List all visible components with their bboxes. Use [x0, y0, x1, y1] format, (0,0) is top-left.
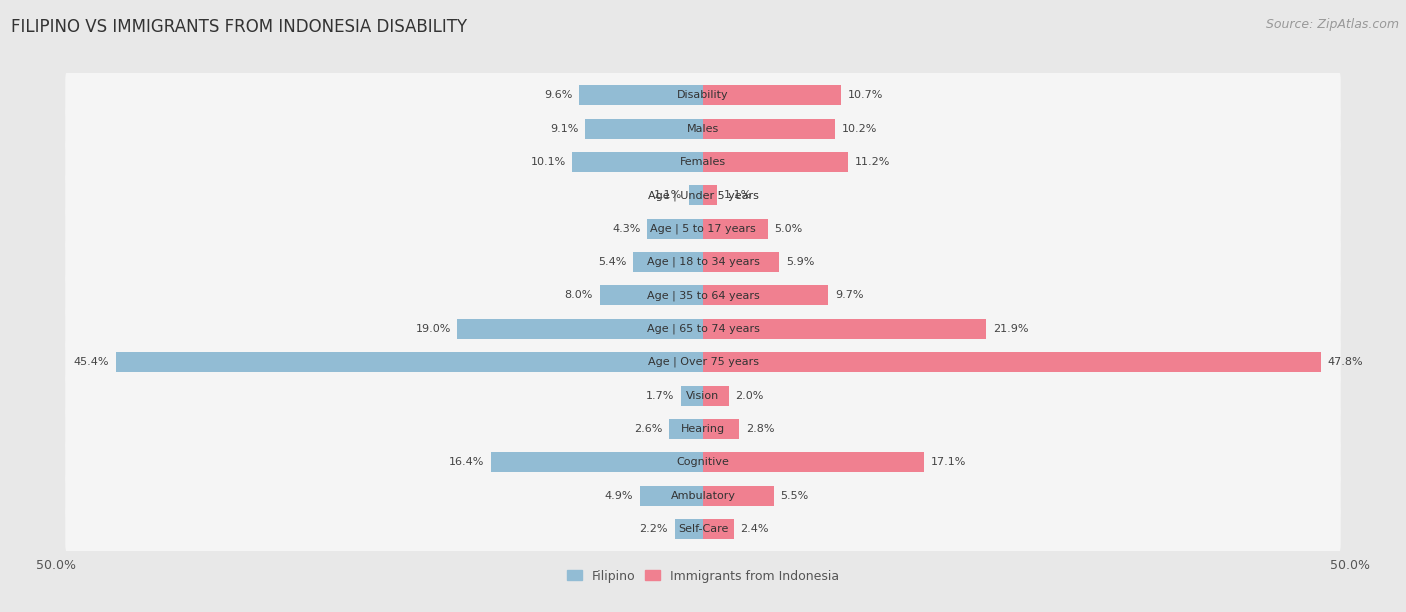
- Text: 11.2%: 11.2%: [855, 157, 890, 167]
- Bar: [599, 285, 703, 305]
- Text: 8.0%: 8.0%: [565, 291, 593, 300]
- Bar: [647, 218, 703, 239]
- Text: 19.0%: 19.0%: [415, 324, 451, 334]
- Bar: [681, 386, 703, 406]
- Bar: [703, 85, 841, 105]
- FancyBboxPatch shape: [65, 304, 1341, 354]
- FancyBboxPatch shape: [65, 370, 1341, 421]
- FancyBboxPatch shape: [65, 170, 1341, 221]
- FancyBboxPatch shape: [65, 237, 1341, 288]
- Bar: [703, 218, 768, 239]
- Bar: [669, 419, 703, 439]
- Bar: [585, 119, 703, 138]
- Bar: [703, 519, 734, 539]
- Text: Age | 5 to 17 years: Age | 5 to 17 years: [650, 223, 756, 234]
- Text: Males: Males: [688, 124, 718, 133]
- Text: Females: Females: [681, 157, 725, 167]
- Text: Age | 65 to 74 years: Age | 65 to 74 years: [647, 324, 759, 334]
- Text: 2.0%: 2.0%: [735, 390, 763, 401]
- Bar: [703, 119, 835, 138]
- Bar: [115, 352, 703, 372]
- Legend: Filipino, Immigrants from Indonesia: Filipino, Immigrants from Indonesia: [561, 564, 845, 588]
- Text: 5.4%: 5.4%: [599, 257, 627, 267]
- Text: 4.3%: 4.3%: [613, 223, 641, 234]
- Text: 10.2%: 10.2%: [841, 124, 877, 133]
- Bar: [703, 285, 828, 305]
- Text: 2.2%: 2.2%: [640, 524, 668, 534]
- Text: 1.7%: 1.7%: [647, 390, 675, 401]
- Text: 10.1%: 10.1%: [530, 157, 565, 167]
- FancyBboxPatch shape: [65, 471, 1341, 521]
- Text: 9.6%: 9.6%: [544, 90, 572, 100]
- Text: 16.4%: 16.4%: [449, 457, 485, 468]
- Text: 9.7%: 9.7%: [835, 291, 863, 300]
- Bar: [579, 85, 703, 105]
- Bar: [703, 486, 775, 506]
- Text: Self-Care: Self-Care: [678, 524, 728, 534]
- Text: 5.9%: 5.9%: [786, 257, 814, 267]
- Bar: [703, 252, 779, 272]
- Text: 21.9%: 21.9%: [993, 324, 1028, 334]
- FancyBboxPatch shape: [65, 203, 1341, 254]
- Bar: [633, 252, 703, 272]
- Bar: [703, 152, 848, 172]
- FancyBboxPatch shape: [65, 136, 1341, 187]
- Text: 1.1%: 1.1%: [724, 190, 752, 200]
- Text: 9.1%: 9.1%: [550, 124, 579, 133]
- Text: FILIPINO VS IMMIGRANTS FROM INDONESIA DISABILITY: FILIPINO VS IMMIGRANTS FROM INDONESIA DI…: [11, 18, 467, 36]
- FancyBboxPatch shape: [65, 437, 1341, 488]
- Bar: [675, 519, 703, 539]
- Text: 45.4%: 45.4%: [73, 357, 110, 367]
- Text: Disability: Disability: [678, 90, 728, 100]
- Text: 2.4%: 2.4%: [741, 524, 769, 534]
- Text: 17.1%: 17.1%: [931, 457, 966, 468]
- Text: 1.1%: 1.1%: [654, 190, 682, 200]
- Bar: [703, 319, 986, 339]
- FancyBboxPatch shape: [65, 403, 1341, 454]
- Bar: [703, 419, 740, 439]
- Text: 5.5%: 5.5%: [780, 491, 808, 501]
- Text: 4.9%: 4.9%: [605, 491, 633, 501]
- FancyBboxPatch shape: [65, 103, 1341, 154]
- Bar: [572, 152, 703, 172]
- FancyBboxPatch shape: [65, 337, 1341, 387]
- Bar: [703, 185, 717, 205]
- Text: Vision: Vision: [686, 390, 720, 401]
- Bar: [689, 185, 703, 205]
- Bar: [640, 486, 703, 506]
- Text: Hearing: Hearing: [681, 424, 725, 434]
- Text: 10.7%: 10.7%: [848, 90, 883, 100]
- Text: Age | Over 75 years: Age | Over 75 years: [648, 357, 758, 367]
- Bar: [457, 319, 703, 339]
- Text: Cognitive: Cognitive: [676, 457, 730, 468]
- Text: 2.6%: 2.6%: [634, 424, 662, 434]
- FancyBboxPatch shape: [65, 270, 1341, 321]
- Text: Source: ZipAtlas.com: Source: ZipAtlas.com: [1265, 18, 1399, 31]
- Text: 5.0%: 5.0%: [775, 223, 803, 234]
- FancyBboxPatch shape: [65, 70, 1341, 121]
- Text: Ambulatory: Ambulatory: [671, 491, 735, 501]
- Text: Age | 18 to 34 years: Age | 18 to 34 years: [647, 257, 759, 267]
- Bar: [703, 386, 728, 406]
- Bar: [703, 452, 924, 472]
- Bar: [491, 452, 703, 472]
- FancyBboxPatch shape: [65, 504, 1341, 554]
- Text: 2.8%: 2.8%: [745, 424, 775, 434]
- Text: Age | 35 to 64 years: Age | 35 to 64 years: [647, 290, 759, 300]
- Bar: [703, 352, 1322, 372]
- Text: 47.8%: 47.8%: [1327, 357, 1364, 367]
- Text: Age | Under 5 years: Age | Under 5 years: [648, 190, 758, 201]
